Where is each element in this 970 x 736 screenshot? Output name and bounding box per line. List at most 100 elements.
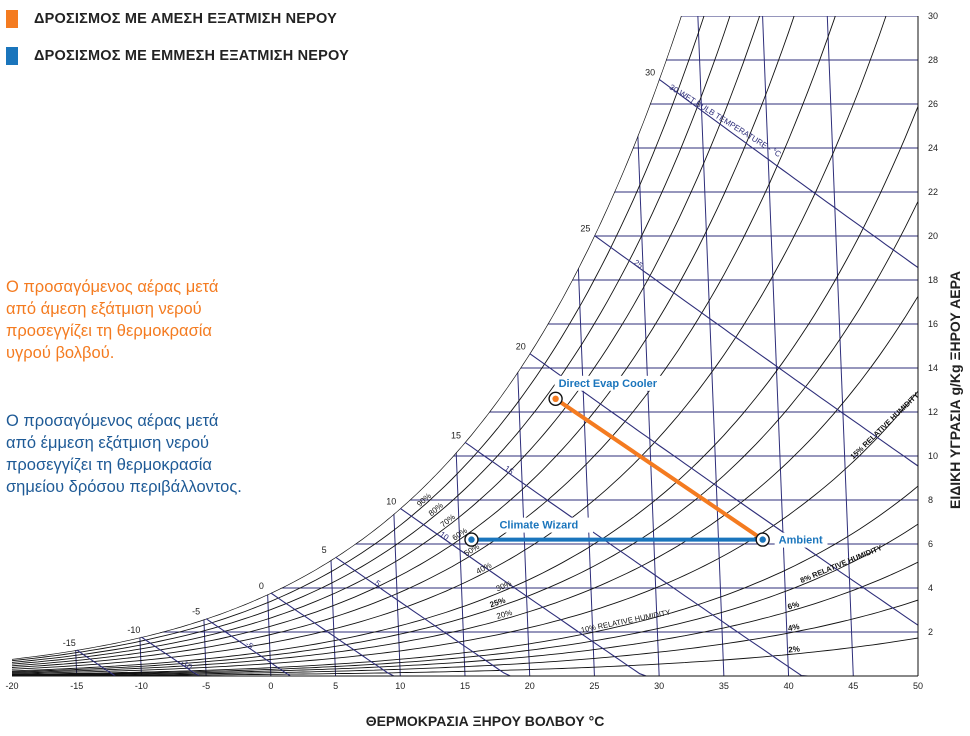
wet-bulb-line [594, 235, 919, 467]
dry-bulb-line [309, 16, 337, 676]
legend-item-direct: ΔΡΟΣΙΣΜΟΣ ΜΕ ΑΜΕΣΗ ΕΞΑΤΜΙΣΗ ΝΕΡΟΥ [6, 10, 337, 28]
rh-curves [12, 16, 918, 676]
rh-label: 40% [475, 561, 493, 576]
wet-bulb-label: 25 [580, 223, 590, 233]
note-indirect-evaporation: Ο προσαγόμενος αέρας μετά από έμμεση εξά… [6, 410, 286, 498]
rh-curve [12, 201, 918, 673]
x-tick-label: 0 [268, 681, 273, 691]
wet-bulb-line [335, 556, 511, 677]
note-line: σημείου δρόσου περιβάλλοντος. [6, 478, 242, 496]
legend-swatch-indirect [6, 47, 18, 65]
rh-curve [12, 16, 744, 663]
rh-curve [12, 637, 918, 676]
wet-bulb-label: 0 [259, 581, 264, 591]
rh-curve [12, 16, 809, 667]
note-line: Ο προσαγόμενος αέρας μετά [6, 278, 219, 296]
x-tick-label: -10 [135, 681, 148, 691]
rh-label: 20% [495, 608, 513, 621]
x-tick-label: -5 [202, 681, 210, 691]
wet-bulb-line [141, 636, 200, 677]
note-line: από άμεση εξάτμιση νερού [6, 300, 202, 318]
x-tick-label: 50 [913, 681, 923, 691]
wet-bulb-label: -15 [63, 638, 76, 648]
rh-curve [12, 16, 770, 665]
y-tick-label: 30 [928, 11, 938, 21]
rh-curve [12, 561, 918, 676]
x-tick-label: 15 [460, 681, 470, 691]
note-line: προσεγγίζει τη θερμοκρασία [6, 322, 212, 340]
y-tick-label: 10 [928, 451, 938, 461]
rh-curve [12, 16, 848, 668]
wet-bulb-line [529, 353, 919, 626]
x-tick-label: 10 [395, 681, 405, 691]
legend-swatch-direct [6, 10, 18, 28]
y-tick-label: 18 [928, 275, 938, 285]
rh-curve [12, 16, 900, 670]
x-axis-label: ΘΕΡΜΟΚΡΑΣΙΑ ΞΗΡΟΥ ΒΟΛΒΟΥ °C [365, 713, 605, 729]
process-point [468, 536, 475, 543]
y-tick-label: 28 [928, 55, 938, 65]
dry-bulb-line [826, 16, 854, 676]
rh-label: 90% [415, 491, 433, 508]
y-tick-label: 22 [928, 187, 938, 197]
process-line [553, 396, 765, 542]
rh-label: 15% RELATIVE HUMIDITY [848, 391, 920, 461]
process-label-bg [495, 517, 594, 533]
note-line: Ο προσαγόμενος αέρας μετά [6, 412, 219, 430]
rh-curve [12, 390, 918, 674]
y-tick-label: 4 [928, 583, 933, 593]
y-tick-label: 14 [928, 363, 938, 373]
note-line: από έμμεση εξάτμιση νερού [6, 434, 210, 452]
process-label: Climate Wizard [499, 520, 578, 532]
rh-label: 80% [427, 501, 445, 518]
y-tick-label: 20 [928, 231, 938, 241]
legend-label-indirect: ΔΡΟΣΙΣΜΟΣ ΜΕ ΕΜΜΕΣΗ ΕΞΑΤΜΙΣΗ ΝΕΡΟΥ [34, 48, 349, 64]
rh-curve [12, 296, 918, 674]
wet-bulb-line [658, 78, 919, 269]
wet-bulb-label: -10 [127, 625, 140, 635]
wet-bulb-label: -5 [192, 607, 200, 617]
x-tick-label: -20 [5, 681, 18, 691]
wet-bulb-line [205, 618, 297, 677]
rh-label: 2% [788, 644, 800, 654]
x-tick-label: 5 [333, 681, 338, 691]
process-label-bg [774, 532, 828, 548]
legend-label-direct: ΔΡΟΣΙΣΜΟΣ ΜΕ ΑΜΕΣΗ ΕΞΑΤΜΙΣΗ ΝΕΡΟΥ [34, 11, 337, 27]
y-axis-label-wrap: ΕΙΔΙΚΗ ΥΓΡΑΣΙΑ g/Kg ΞΗΡΟΥ ΑΕΡΑ [940, 80, 970, 700]
wet-bulb-label: 10 [386, 496, 396, 506]
rh-label: 70% [439, 512, 457, 529]
dry-bulb-line [438, 16, 466, 676]
process-lines: Ambient Direct Evap Cooler Climate Wizard [464, 375, 828, 548]
wet-bulb-inline-label: 15 [503, 464, 516, 477]
rh-curve [12, 599, 918, 676]
wet-bulb-line [464, 441, 809, 677]
rh-label: 6% [787, 600, 801, 612]
wet-bulb-label: 20 [516, 342, 526, 352]
y-tick-label: 26 [928, 99, 938, 109]
wet-bulb-label: 15 [451, 430, 461, 440]
x-tick-label: 20 [525, 681, 535, 691]
rh-curve [12, 523, 918, 676]
wet-bulb-label: 5 [322, 545, 327, 555]
y-tick-label: 16 [928, 319, 938, 329]
y-tick-label: 8 [928, 495, 933, 505]
note-line: υγρού βολβού. [6, 344, 115, 362]
rh-curve [12, 16, 718, 662]
rh-curve [12, 106, 918, 672]
x-tick-label: 25 [589, 681, 599, 691]
process-point [759, 536, 766, 543]
process-label-bg [554, 375, 678, 391]
x-tick-label: 30 [654, 681, 664, 691]
wet-bulb-inline-label: -5 [244, 640, 255, 652]
wet-bulb-inline-label: 5 [373, 578, 382, 588]
wet-bulb-line [270, 592, 395, 677]
process-point [552, 395, 559, 402]
note-line: προσεγγίζει τη θερμοκρασία [6, 456, 212, 474]
note-direct-evaporation: Ο προσαγόμενος αέρας μετά από άμεση εξάτ… [6, 276, 286, 364]
wet-bulb-lines [76, 78, 919, 677]
y-tick-label: 2 [928, 627, 933, 637]
rh-label: 8% RELATIVE HUMIDITY [799, 543, 884, 585]
wet-bulb-line [399, 507, 647, 677]
y-tick-label: 6 [928, 539, 933, 549]
